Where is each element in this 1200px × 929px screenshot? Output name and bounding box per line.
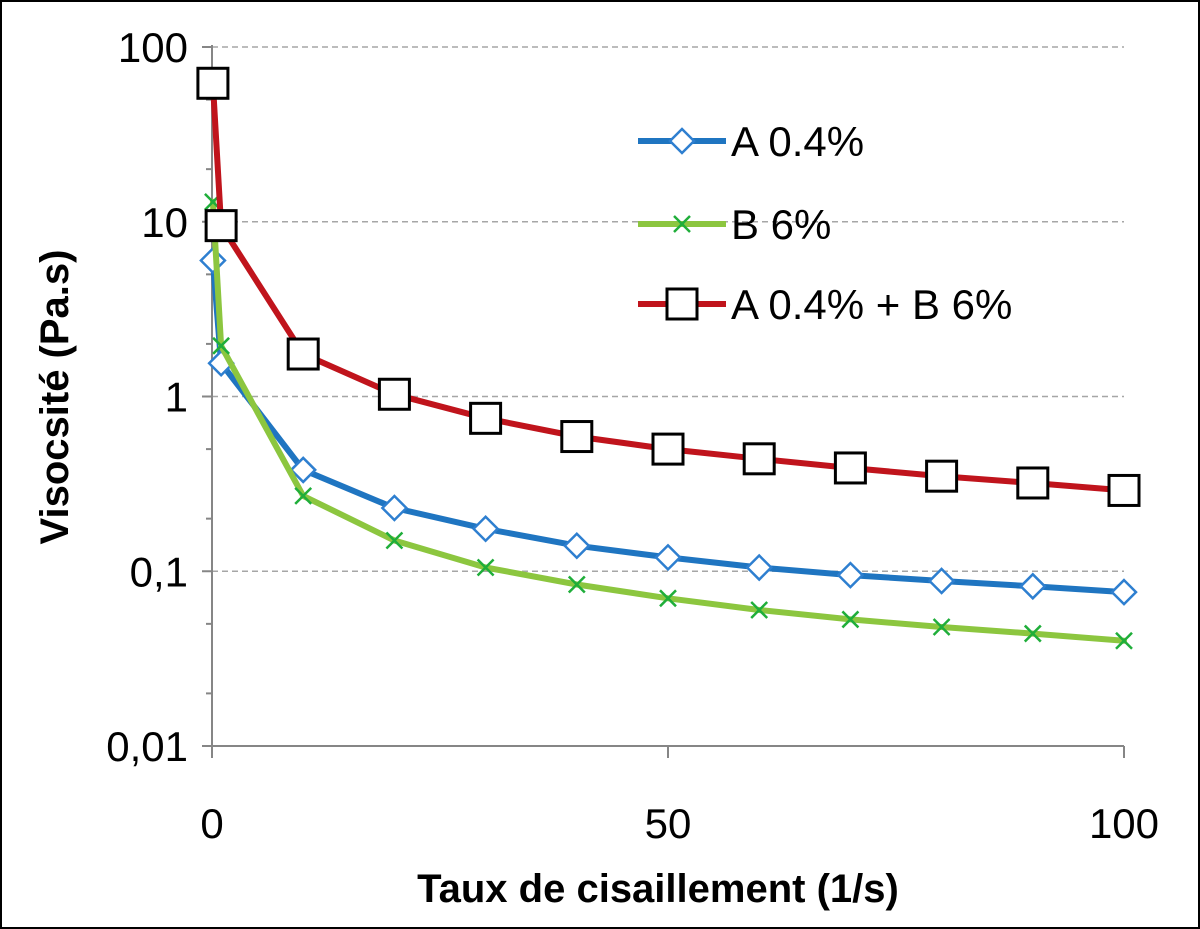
legend: A 0.4% B 6% A 0.4% + B 6% (638, 118, 1012, 328)
data-point (1019, 572, 1047, 601)
data-point (750, 601, 769, 619)
data-point (925, 459, 959, 493)
data-point-stroke (294, 486, 313, 505)
x-tick-label: 0 (200, 800, 223, 847)
data-point (742, 442, 776, 476)
data-point (836, 561, 865, 589)
data-point (841, 610, 860, 629)
data-point (204, 209, 238, 243)
data-point (476, 558, 495, 577)
legend-label: A 0.4% (731, 118, 864, 165)
data-point (196, 66, 230, 100)
y-tick-label: 10 (141, 199, 188, 246)
x-tick-label: 50 (645, 800, 692, 847)
data-point (212, 336, 231, 355)
data-point-stroke (841, 610, 860, 629)
data-point (1115, 631, 1133, 650)
x-axis-title: Taux de cisaillement (1/s) (417, 867, 899, 911)
series-line (209, 198, 1127, 644)
series-line (209, 257, 1127, 596)
data-point (286, 337, 320, 371)
data-point (471, 515, 500, 543)
data-point (377, 377, 411, 411)
series-2 (204, 192, 1133, 650)
y-axis-title: Visocsité (Pa.s) (33, 250, 77, 545)
data-point (289, 456, 317, 484)
x-tick-label: 100 (1089, 800, 1159, 847)
data-point (659, 589, 677, 608)
series-3 (196, 66, 1141, 507)
data-point-stroke (750, 601, 769, 619)
legend-item-3: A 0.4% + B 6% (638, 281, 1012, 328)
data-point (927, 567, 956, 595)
series-1 (199, 246, 1138, 606)
data-point (563, 531, 591, 560)
data-point (932, 618, 951, 636)
data-point-stroke (932, 618, 951, 636)
data-point (380, 494, 409, 522)
legend-label: A 0.4% + B 6% (731, 281, 1012, 328)
data-point-stroke (659, 589, 677, 608)
data-point-stroke (1023, 624, 1042, 643)
legend-label: B 6% (731, 201, 831, 248)
data-point-stroke (476, 558, 495, 577)
axes: 0,01 0,1 1 10 100 0 50 100 (106, 24, 1159, 847)
data-point (469, 401, 503, 435)
data-point (1016, 466, 1050, 500)
y-tick-label: 0,1 (130, 548, 188, 595)
y-tick-label: 100 (118, 24, 188, 71)
data-point (294, 486, 313, 505)
legend-marker (673, 215, 691, 233)
data-point-stroke (385, 531, 404, 550)
data-point (560, 420, 594, 454)
y-tick-label: 0,01 (106, 723, 188, 770)
data-point (1107, 473, 1141, 507)
data-point-stroke (567, 575, 586, 594)
legend-marker-stroke (673, 215, 691, 233)
legend-item-1: A 0.4% (638, 118, 864, 165)
data-point-stroke (1115, 631, 1133, 650)
data-point (1110, 578, 1138, 606)
data-point (654, 543, 682, 572)
series-group (196, 66, 1141, 650)
data-point (567, 575, 586, 594)
data-point-stroke (212, 336, 231, 355)
data-point (1023, 624, 1042, 643)
data-point (745, 553, 773, 582)
legend-marker (665, 287, 699, 321)
y-tick-label: 1 (165, 374, 188, 421)
data-point (833, 451, 867, 485)
legend-marker (668, 127, 696, 155)
data-point (385, 531, 404, 550)
legend-item-2: B 6% (638, 201, 831, 248)
data-point (651, 432, 685, 466)
